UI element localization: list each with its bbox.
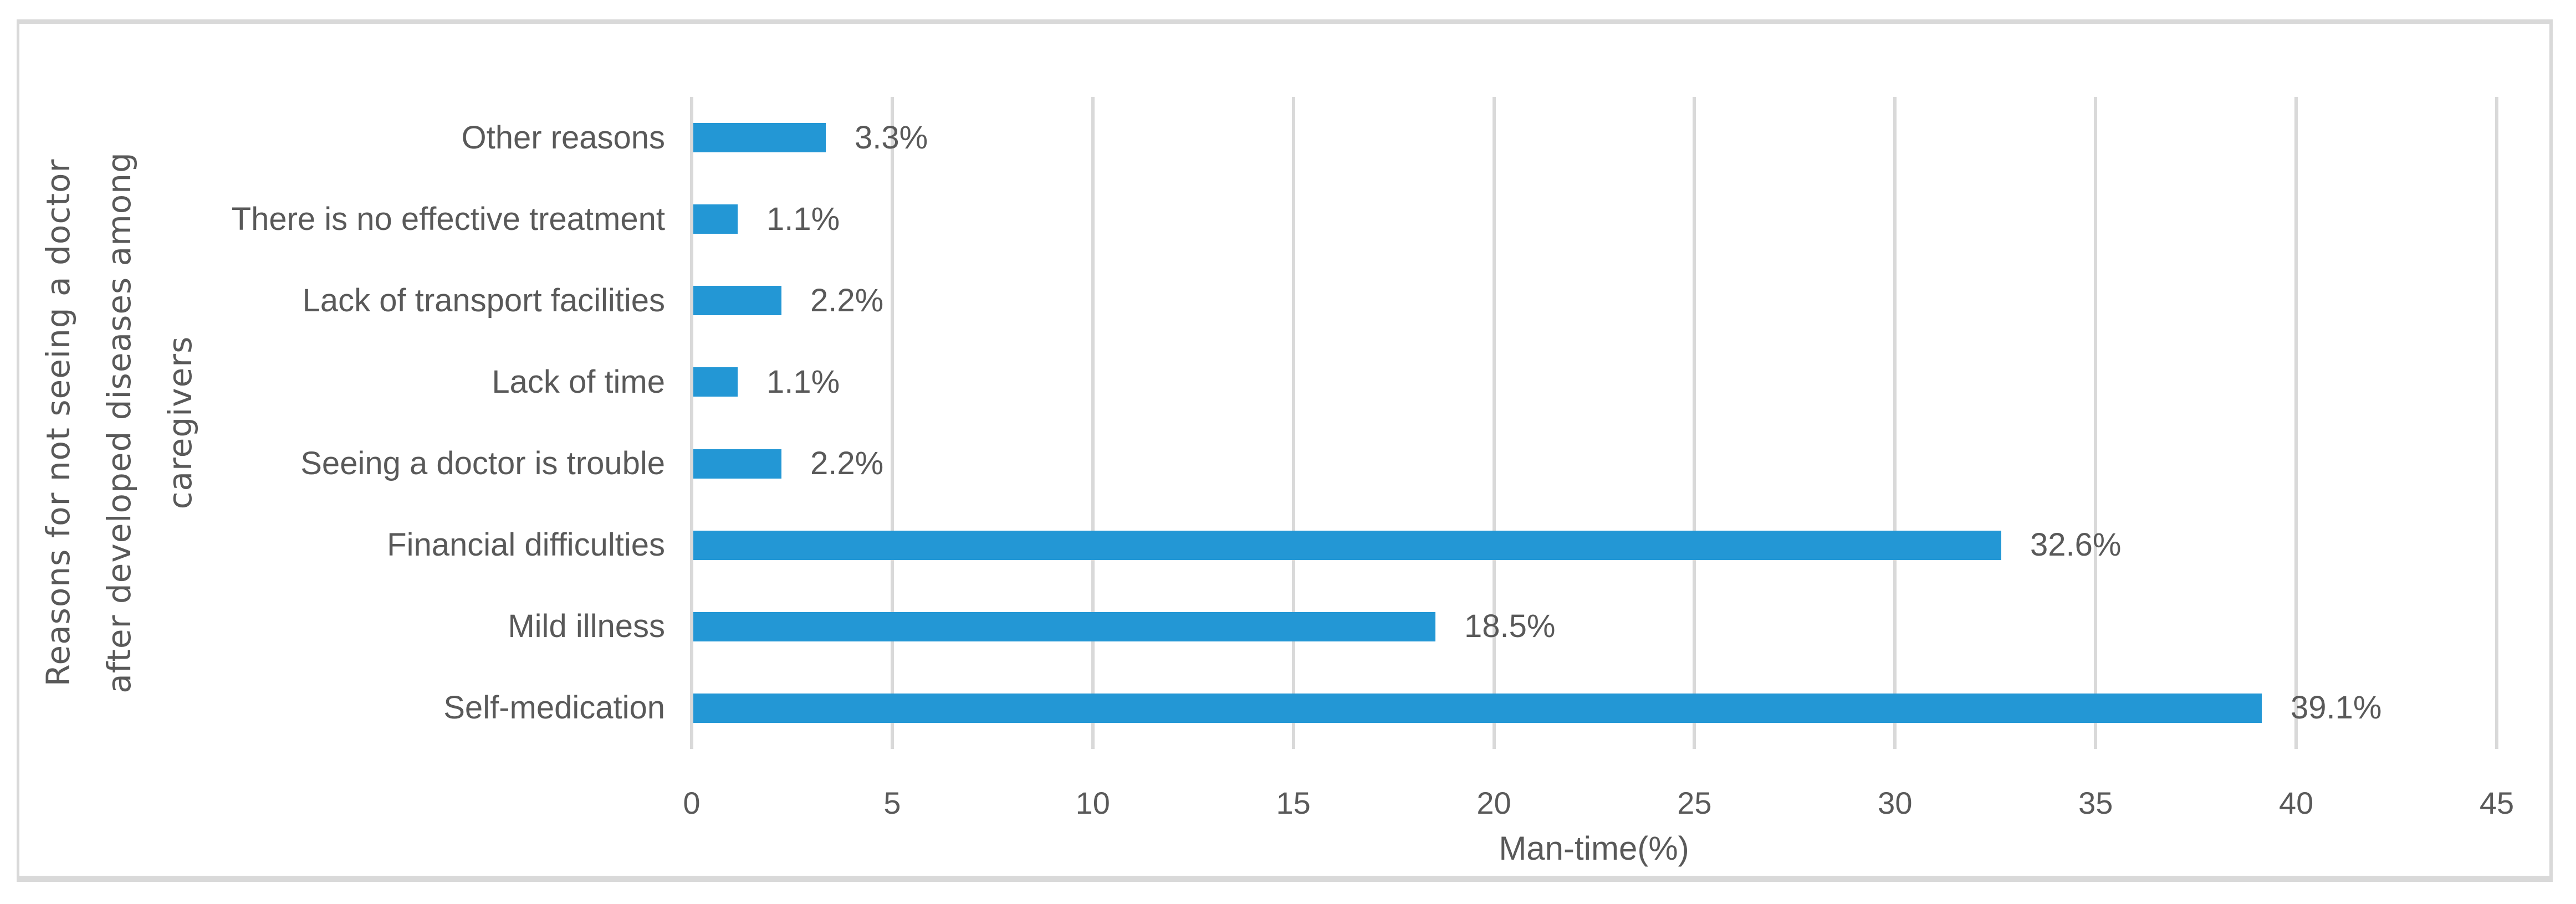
bar <box>693 204 738 234</box>
x-tick-label: 20 <box>1476 785 1511 820</box>
x-tick-label: 15 <box>1276 785 1311 820</box>
category-label: Seeing a doctor is trouble <box>300 445 665 481</box>
category-label: Financial difficulties <box>387 527 665 563</box>
data-label: 1.1% <box>766 201 840 237</box>
bar <box>693 449 781 479</box>
y-axis-title-line: Reasons for not seeing a doctor <box>39 158 77 687</box>
gridline <box>1893 97 1897 749</box>
x-tick-label: 5 <box>883 785 901 820</box>
x-tick-label: 10 <box>1075 785 1110 820</box>
y-axis-title: Reasons for not seeing a doctor after de… <box>28 0 211 904</box>
gridline <box>1693 97 1696 749</box>
bar <box>693 612 1435 641</box>
category-label: There is no effective treatment <box>231 201 665 237</box>
gridline <box>890 97 894 749</box>
bar <box>693 694 2262 723</box>
bar <box>693 286 781 315</box>
category-label: Lack of transport facilities <box>302 282 665 319</box>
category-label: Lack of time <box>492 364 665 400</box>
bar <box>693 531 2001 560</box>
chart-frame <box>17 19 2553 882</box>
x-tick-label: 25 <box>1677 785 1712 820</box>
data-label: 2.2% <box>810 445 884 481</box>
bar <box>693 367 738 397</box>
data-label: 3.3% <box>855 120 928 156</box>
category-axis-line <box>690 97 693 749</box>
category-label: Other reasons <box>461 120 665 156</box>
y-axis-title-line: caregivers <box>161 336 199 510</box>
x-tick-label: 40 <box>2278 785 2314 820</box>
y-axis-title-line: after developed diseases among <box>100 152 138 694</box>
data-label: 1.1% <box>766 364 840 400</box>
gridline <box>1091 97 1095 749</box>
x-tick-label: 35 <box>2078 785 2113 820</box>
x-tick-label: 0 <box>683 785 701 820</box>
x-tick-label: 45 <box>2479 785 2514 820</box>
bar <box>693 123 826 152</box>
data-label: 39.1% <box>2291 690 2382 726</box>
category-label: Self-medication <box>443 690 665 726</box>
gridline <box>1492 97 1496 749</box>
x-axis-title: Man-time(%) <box>1499 830 1689 867</box>
x-tick-label: 30 <box>1878 785 1913 820</box>
data-label: 18.5% <box>1464 608 1556 644</box>
gridline <box>2094 97 2098 749</box>
data-label: 32.6% <box>2030 527 2122 563</box>
gridline <box>2495 97 2498 749</box>
category-label: Mild illness <box>508 608 665 644</box>
gridline <box>1291 97 1295 749</box>
gridline <box>2294 97 2298 749</box>
data-label: 2.2% <box>810 282 884 319</box>
